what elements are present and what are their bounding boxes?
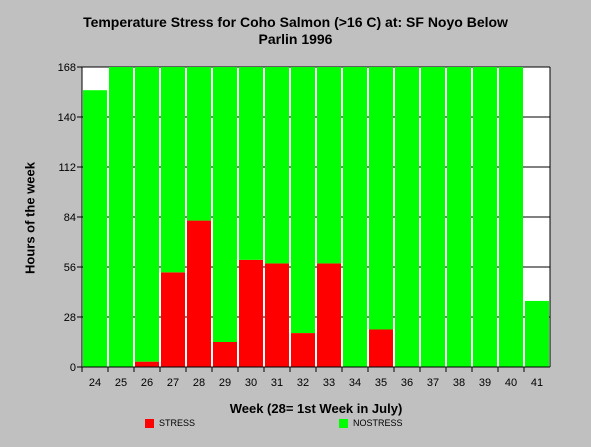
x-tick-label: 38 xyxy=(453,377,465,389)
bar-nostress-week-40 xyxy=(499,67,523,367)
bar-nostress-week-26 xyxy=(135,67,159,362)
legend-swatch-stress xyxy=(145,418,154,428)
x-tick-label: 24 xyxy=(89,377,101,389)
y-tick-label: 56 xyxy=(64,262,76,274)
bar-stress-week-30 xyxy=(239,259,263,367)
y-tick-label: 84 xyxy=(64,212,76,224)
x-tick-label: 27 xyxy=(167,377,179,389)
y-tick-label: 28 xyxy=(64,312,76,324)
bar-nostress-week-34 xyxy=(343,67,367,367)
bar-nostress-week-35 xyxy=(369,67,393,330)
x-tick-label: 36 xyxy=(401,377,413,389)
bar-stress-week-35 xyxy=(369,329,393,367)
bar-nostress-week-32 xyxy=(291,67,315,334)
y-tick-label: 0 xyxy=(70,362,76,374)
x-tick-label: 33 xyxy=(323,377,335,389)
bar-nostress-week-28 xyxy=(187,67,211,221)
chart-title-line2: Parlin 1996 xyxy=(258,31,333,47)
bar-stress-week-29 xyxy=(213,342,237,367)
x-tick-label: 31 xyxy=(271,377,283,389)
bar-stress-week-27 xyxy=(161,272,185,367)
x-tick-label: 26 xyxy=(141,377,153,389)
x-tick-label: 35 xyxy=(375,377,387,389)
legend-label-stress: STRESS xyxy=(159,418,196,428)
x-tick-label: 41 xyxy=(531,377,543,389)
chart-title: Temperature Stress for Coho Salmon (>16 … xyxy=(0,14,591,48)
bar-stress-week-26 xyxy=(135,361,159,367)
legend-item-nostress: NOSTRESS xyxy=(339,418,403,428)
bar-nostress-week-31 xyxy=(265,67,289,264)
legend-swatch-nostress xyxy=(339,418,348,428)
bar-nostress-week-30 xyxy=(239,67,263,260)
bar-nostress-week-29 xyxy=(213,67,237,342)
bar-stress-week-32 xyxy=(291,333,315,367)
legend-label-nostress: NOSTRESS xyxy=(353,418,403,428)
chart-title-line1: Temperature Stress for Coho Salmon (>16 … xyxy=(83,14,508,30)
x-tick-label: 28 xyxy=(193,377,205,389)
bar-stress-week-28 xyxy=(187,220,211,367)
y-tick-label: 112 xyxy=(58,162,76,174)
bar-nostress-week-25 xyxy=(109,67,133,367)
bar-nostress-week-36 xyxy=(395,67,419,367)
bar-nostress-week-33 xyxy=(317,67,341,264)
x-tick-label: 40 xyxy=(505,377,517,389)
y-axis-label: Hours of the week xyxy=(22,162,38,274)
bar-nostress-week-39 xyxy=(473,67,497,367)
y-tick-label: 140 xyxy=(58,112,76,124)
legend-item-stress: STRESS xyxy=(145,418,195,428)
bar-nostress-week-38 xyxy=(447,67,471,367)
bar-nostress-week-27 xyxy=(161,67,185,273)
x-tick-label: 39 xyxy=(479,377,491,389)
x-tick-label: 34 xyxy=(349,377,361,389)
bar-nostress-week-24 xyxy=(83,90,107,367)
x-tick-label: 30 xyxy=(245,377,257,389)
x-axis-label: Week (28= 1st Week in July) xyxy=(229,401,403,416)
bar-nostress-week-37 xyxy=(421,67,445,367)
x-tick-label: 25 xyxy=(115,377,127,389)
bar-stress-week-33 xyxy=(317,263,341,367)
x-tick-label: 29 xyxy=(219,377,231,389)
bar-stress-week-31 xyxy=(265,263,289,367)
x-tick-label: 37 xyxy=(427,377,439,389)
y-tick-label: 168 xyxy=(58,62,76,74)
x-tick-label: 32 xyxy=(297,377,309,389)
bar-nostress-week-41 xyxy=(525,300,549,367)
